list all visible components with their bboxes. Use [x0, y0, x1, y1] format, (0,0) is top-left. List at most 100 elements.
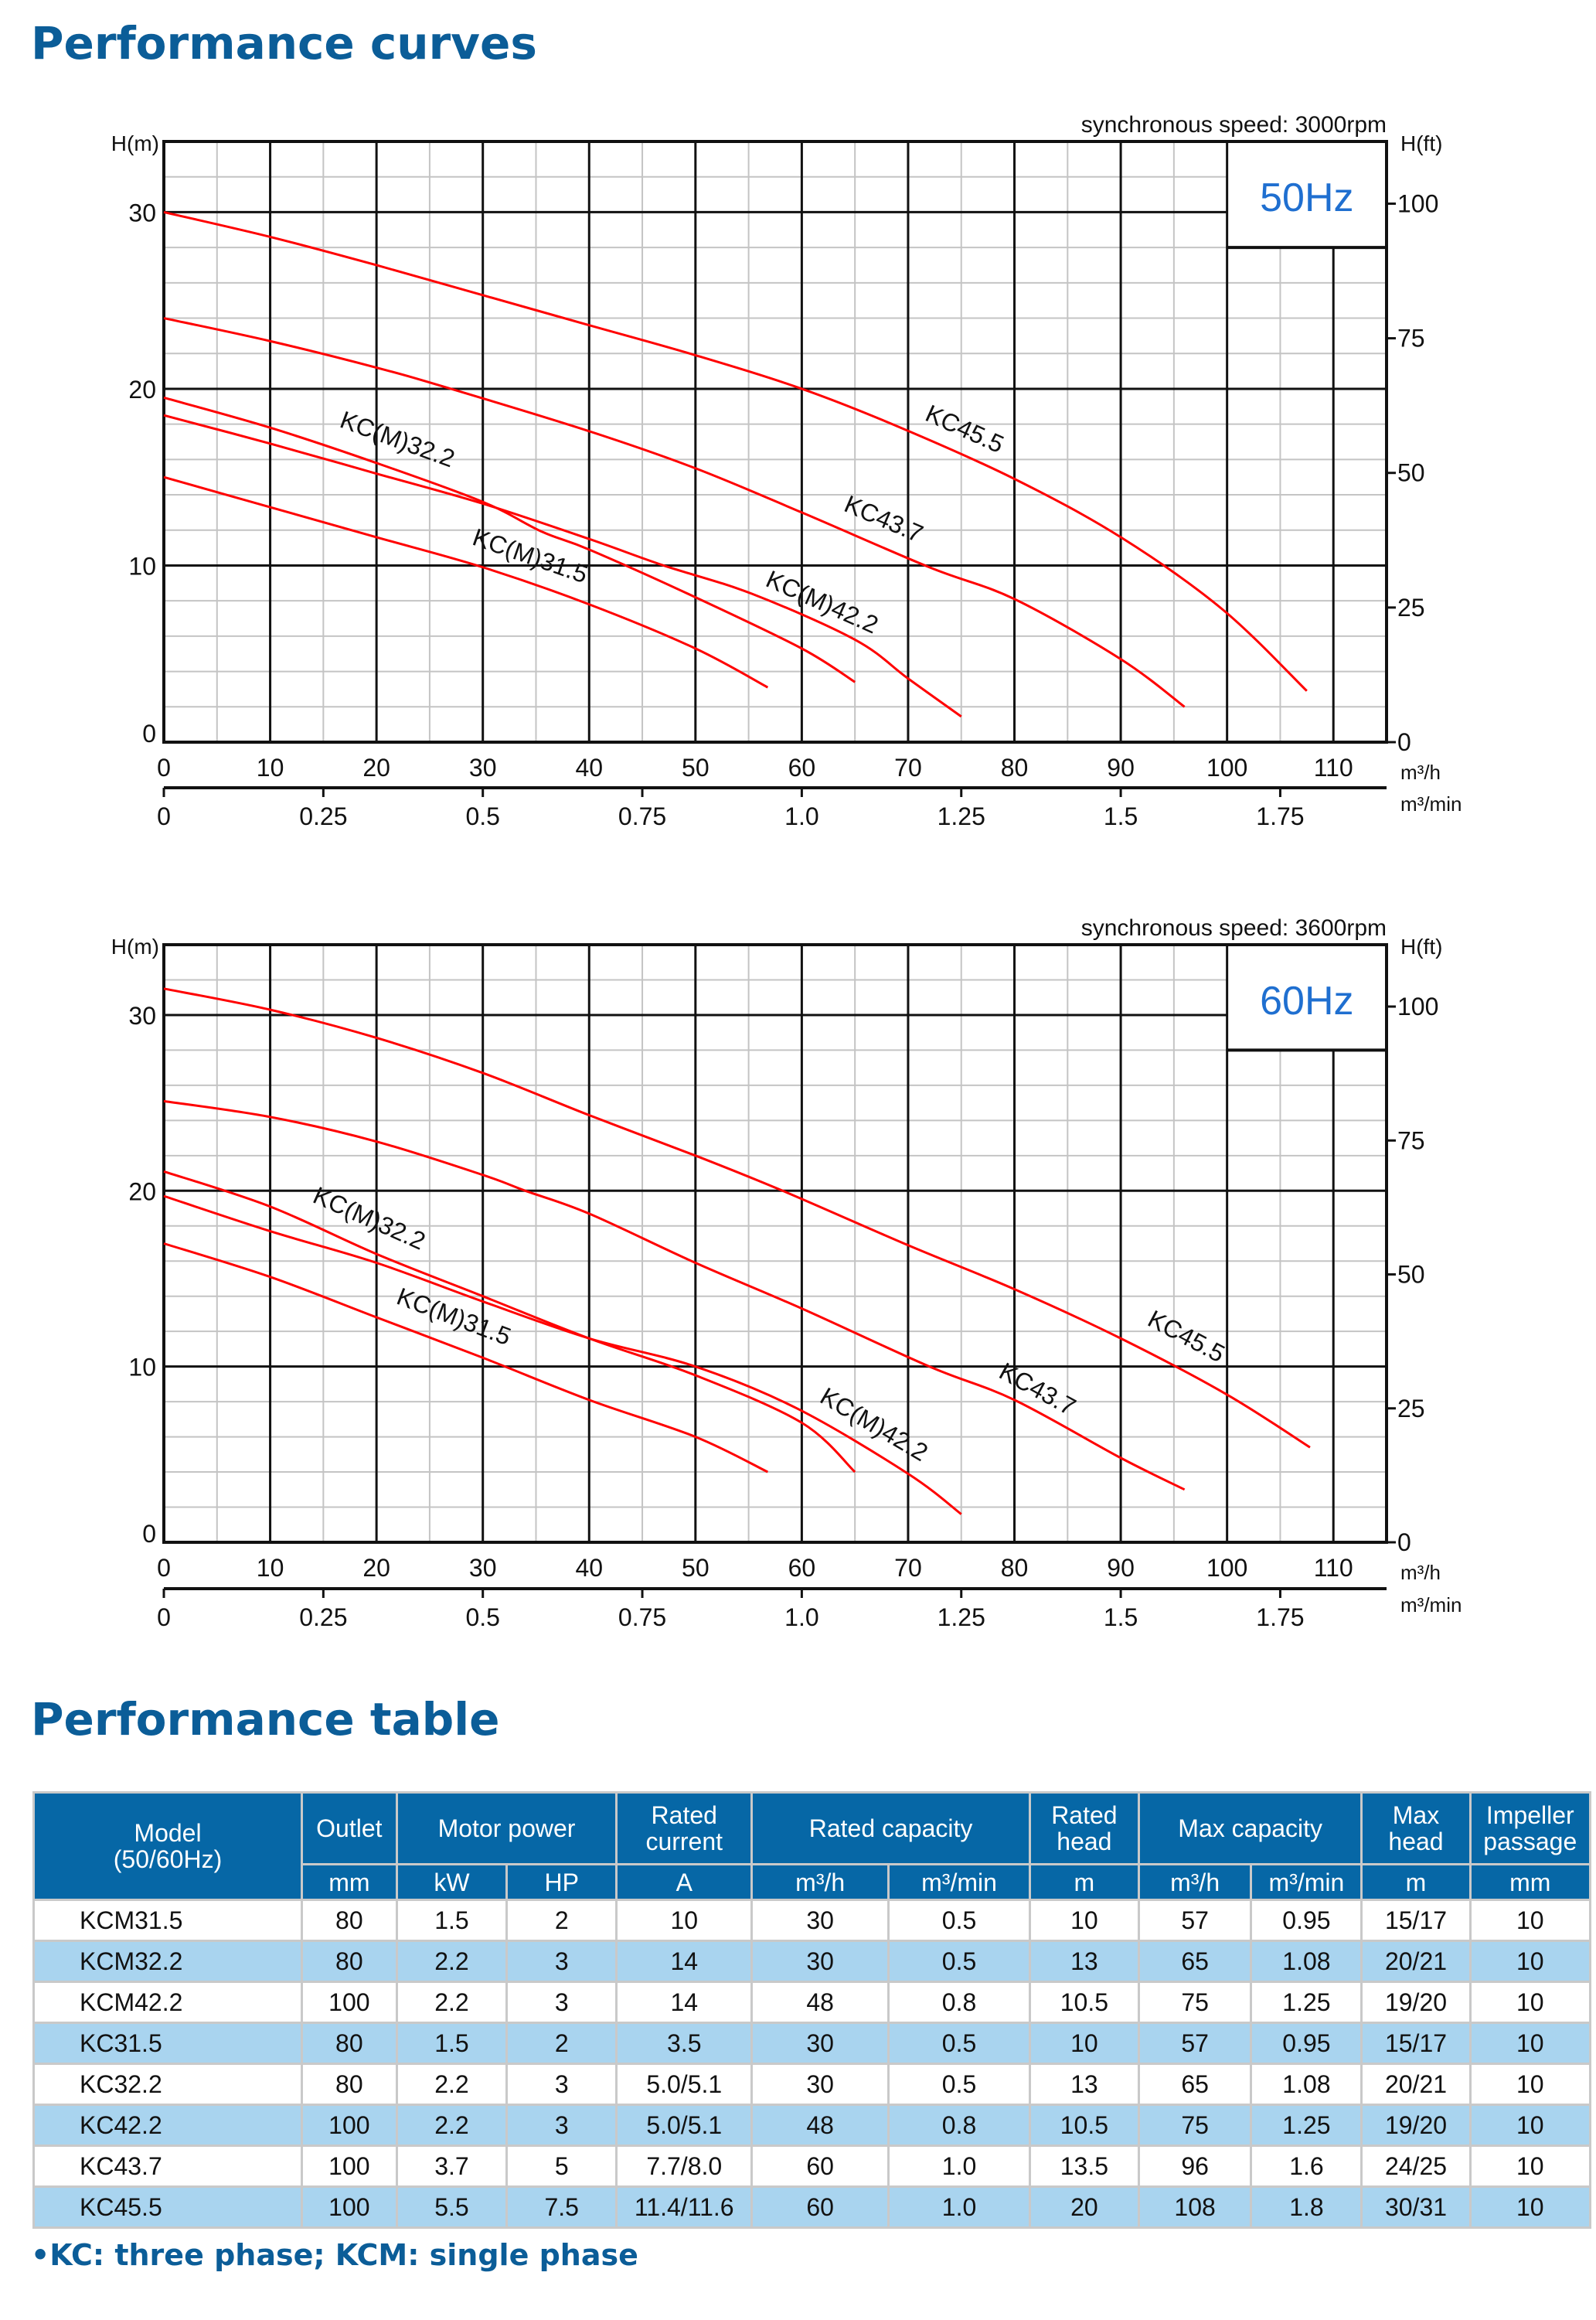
y-tick-label: 30 — [128, 1002, 156, 1030]
value-cell: 0.5 — [887, 2063, 1031, 2106]
value-cell: 20/21 — [1360, 2063, 1472, 2106]
value-cell: 1.6 — [1250, 2145, 1363, 2188]
value-cell: 75 — [1137, 2104, 1253, 2147]
x-tick-label: 90 — [1107, 1554, 1135, 1582]
value-cell: 100 — [300, 2104, 398, 2147]
plot-frame — [162, 140, 1388, 744]
value-cell: 5.0/5.1 — [615, 2104, 754, 2147]
model-cell: KC45.5 — [32, 2185, 303, 2229]
value-cell: 5.0/5.1 — [615, 2063, 754, 2106]
column-group-header: Rated current — [615, 1791, 754, 1865]
x2-tick-label: 0.75 — [618, 802, 666, 830]
speed-note: synchronous speed: 3600rpm — [1081, 915, 1387, 941]
x2-tick-label: 1.75 — [1256, 1603, 1304, 1631]
curve-kc45.5 — [163, 987, 1311, 1449]
x2-tick-label: 0.5 — [465, 802, 499, 830]
value-cell: 10 — [1468, 2185, 1592, 2229]
value-cell: 0.5 — [887, 1899, 1031, 1942]
value-cell: 2 — [505, 2022, 618, 2065]
value-cell: 3 — [505, 2063, 618, 2106]
table-row: KC42.2 100 2.2 3 5.0/5.1 48 0.8 10.5 75 1.25 19/20… — [32, 2104, 1592, 2147]
curve-label: KC(M)32.2 — [309, 1181, 430, 1255]
x-tick-label: 20 — [362, 1554, 390, 1582]
value-cell: 1.08 — [1250, 1940, 1363, 1983]
value-cell: 80 — [300, 1940, 398, 1983]
y-tick-label: 20 — [128, 1177, 156, 1205]
model-cell: KCM42.2 — [32, 1981, 303, 2024]
model-cell: KC32.2 — [32, 2063, 303, 2106]
x-tick-label: 60 — [788, 1554, 816, 1582]
x2-tick-label: 1.5 — [1104, 1603, 1138, 1631]
column-group-header: Outlet — [300, 1791, 398, 1865]
value-cell: 3.7 — [395, 2145, 509, 2188]
x-tick-label: 50 — [682, 754, 710, 782]
value-cell: 10.5 — [1028, 2104, 1140, 2147]
y-axis-label: H(m) — [111, 935, 159, 959]
value-cell: 0.95 — [1250, 2022, 1363, 2065]
table-row: KC31.5 80 1.5 2 3.5 30 0.5 10 57 0.95 15/17 10 — [32, 2022, 1592, 2065]
column-group-header: Rated capacity — [750, 1791, 1031, 1865]
value-cell: 65 — [1137, 1940, 1253, 1983]
column-group-header: Model (50/60Hz) — [32, 1791, 303, 1901]
value-cell: 24/25 — [1360, 2145, 1472, 2188]
value-cell: 100 — [300, 1981, 398, 2024]
value-cell: 75 — [1137, 1981, 1253, 2024]
value-cell: 0.8 — [887, 2104, 1031, 2147]
value-cell: 48 — [750, 1981, 890, 2024]
unit-header: mm — [300, 1863, 398, 1901]
x-tick-label: 40 — [575, 754, 603, 782]
value-cell: 30/31 — [1360, 2185, 1472, 2229]
value-cell: 10 — [1468, 1940, 1592, 1983]
value-cell: 13.5 — [1028, 2145, 1140, 2188]
value-cell: 80 — [300, 2022, 398, 2065]
value-cell: 10 — [1468, 2104, 1592, 2147]
value-cell: 3 — [505, 1981, 618, 2024]
value-cell: 5.5 — [395, 2185, 509, 2229]
unit-header: m — [1028, 1863, 1140, 1901]
x-tick-label: 110 — [1314, 1554, 1353, 1582]
header-row: Model (50/60Hz) Outlet Motor power Rated curr… — [32, 1791, 1592, 1901]
x2-tick-label: 1.0 — [784, 1603, 818, 1631]
curves-title: Performance curves — [31, 17, 537, 70]
model-cell: KCM32.2 — [32, 1940, 303, 1983]
curve-label: KC(M)42.2 — [815, 1382, 933, 1467]
y2-tick-label: 100 — [1397, 189, 1438, 217]
table-row: KC45.5 100 5.5 7.5 11.4/11.6 60 1.0 20 108 1.8 30/… — [32, 2185, 1592, 2229]
value-cell: 7.7/8.0 — [615, 2145, 754, 2188]
value-cell: 10 — [615, 1899, 754, 1942]
y-axis-label: H(m) — [111, 131, 159, 155]
value-cell: 20/21 — [1360, 1940, 1472, 1983]
x-tick-label: 10 — [257, 1554, 284, 1582]
value-cell: 13 — [1028, 2063, 1140, 2106]
chart-50hz: 50Hz synchronous speed: 3000rpm H(m) H(ft) 0… — [111, 112, 1462, 830]
value-cell: 100 — [300, 2185, 398, 2229]
curve-kcm42.2 — [163, 414, 962, 718]
x-axis-label: m³/h — [1400, 761, 1441, 784]
value-cell: 1.08 — [1250, 2063, 1363, 2106]
value-cell: 0.8 — [887, 1981, 1031, 2024]
x-axis-label: m³/h — [1400, 1561, 1441, 1584]
value-cell: 2.2 — [395, 2063, 509, 2106]
performance-table: Model (50/60Hz) Outlet Motor power Rated curr… — [32, 1791, 1592, 2229]
x-tick-label: 20 — [362, 754, 390, 782]
x-tick-label: 0 — [157, 754, 171, 782]
value-cell: 80 — [300, 2063, 398, 2106]
x2-tick-label: 1.0 — [784, 802, 818, 830]
x-tick-label: 70 — [894, 1554, 922, 1582]
y2-tick-label: 25 — [1397, 594, 1425, 622]
phase-footnote: •KC: three phase; KCM: single phase — [31, 2238, 638, 2272]
table-row: KCM32.2 80 2.2 3 14 30 0.5 13 65 1.08 20/21 10 — [32, 1940, 1592, 1983]
unit-header: m³/h — [1137, 1863, 1253, 1901]
value-cell: 1.0 — [887, 2145, 1031, 2188]
value-cell: 14 — [615, 1981, 754, 2024]
y2-tick-label: 100 — [1397, 993, 1438, 1020]
unit-header: m — [1360, 1863, 1472, 1901]
unit-header: HP — [505, 1863, 618, 1901]
curve-label: KC45.5 — [1143, 1305, 1229, 1368]
table-row: KCM42.2 100 2.2 3 14 48 0.8 10.5 75 1.25 19/20 10 — [32, 1981, 1592, 2024]
value-cell: 10 — [1028, 1899, 1140, 1942]
y2-tick-label: 75 — [1397, 325, 1425, 353]
value-cell: 10 — [1468, 1899, 1592, 1942]
chart-60hz: 60Hz synchronous speed: 3600rpm H(m) H(ft) 0… — [111, 915, 1462, 1631]
